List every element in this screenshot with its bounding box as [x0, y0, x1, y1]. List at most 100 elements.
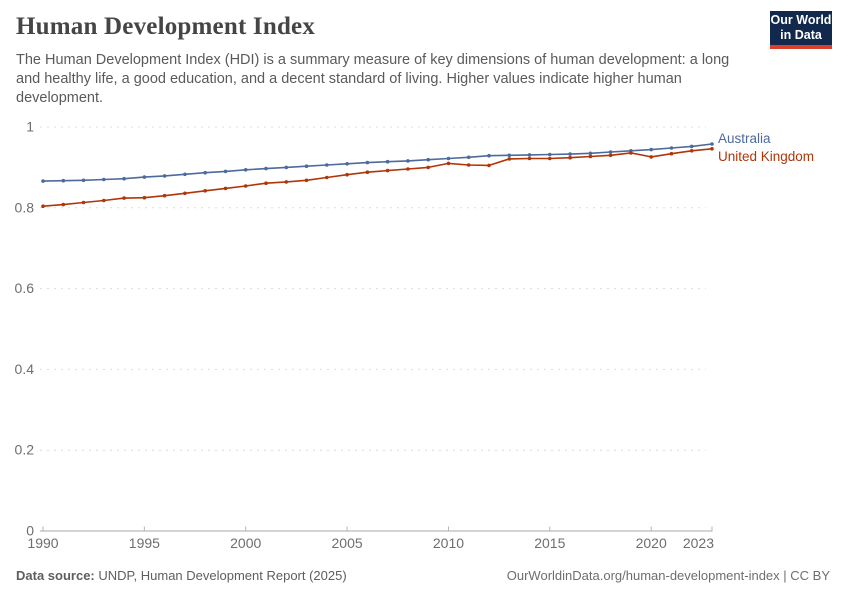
point-australia-2020[interactable]: [649, 147, 653, 152]
point-australia-2001[interactable]: [264, 166, 268, 171]
point-australia-2010[interactable]: [446, 156, 451, 161]
point-united-kingdom-2009[interactable]: [426, 165, 431, 170]
point-united-kingdom-2023[interactable]: [710, 147, 714, 151]
point-united-kingdom-2006[interactable]: [365, 170, 370, 174]
point-australia-2016[interactable]: [568, 152, 572, 156]
point-united-kingdom-2015[interactable]: [548, 156, 552, 161]
y-axis-labels: 0 0.2 0.4 0.6 0.8 1: [15, 119, 35, 539]
point-united-kingdom-2020[interactable]: [649, 155, 653, 159]
series-australia: Australia: [41, 131, 771, 183]
x-tick-label-2000: 2000: [230, 535, 261, 551]
point-australia-1997[interactable]: [183, 172, 187, 177]
markers-australia: [41, 142, 714, 183]
point-australia-2014[interactable]: [527, 153, 532, 157]
point-australia-2000[interactable]: [243, 168, 248, 172]
y-tick-label-0.2: 0.2: [15, 442, 35, 458]
point-australia-2017[interactable]: [588, 151, 593, 156]
point-australia-2005[interactable]: [345, 162, 349, 166]
point-united-kingdom-2004[interactable]: [325, 175, 329, 180]
markers-united-kingdom: [41, 147, 714, 208]
owid-logo: Our World in Data: [770, 11, 832, 49]
y-gridlines: [40, 126, 706, 451]
x-tick-label-1995: 1995: [129, 535, 160, 551]
point-australia-1996[interactable]: [162, 174, 167, 178]
page-title: Human Development Index: [16, 13, 316, 40]
point-australia-2008[interactable]: [406, 159, 410, 163]
point-united-kingdom-1991[interactable]: [61, 202, 66, 207]
point-united-kingdom-2018[interactable]: [608, 153, 613, 158]
point-australia-2021[interactable]: [669, 146, 674, 150]
legend-label-united-kingdom[interactable]: United Kingdom: [718, 149, 814, 164]
point-australia-2009[interactable]: [426, 157, 431, 162]
point-united-kingdom-2007[interactable]: [385, 168, 390, 173]
point-united-kingdom-1995[interactable]: [142, 195, 147, 200]
point-australia-2023[interactable]: [710, 142, 714, 146]
x-tick-label-2005: 2005: [332, 535, 363, 551]
x-tick-label-1990: 1990: [27, 535, 58, 551]
owid-logo-line1: Our World: [770, 13, 832, 28]
point-united-kingdom-1992[interactable]: [81, 200, 86, 205]
point-united-kingdom-1990[interactable]: [41, 204, 45, 208]
point-united-kingdom-2022[interactable]: [689, 149, 694, 153]
point-australia-2007[interactable]: [385, 159, 390, 164]
x-tick-label-2020: 2020: [636, 535, 667, 551]
point-australia-1990[interactable]: [41, 179, 45, 183]
point-united-kingdom-2019[interactable]: [629, 151, 633, 155]
point-united-kingdom-1996[interactable]: [162, 193, 167, 198]
x-tick-label-2010: 2010: [433, 535, 464, 551]
point-australia-1992[interactable]: [81, 178, 86, 183]
point-united-kingdom-2002[interactable]: [284, 180, 289, 184]
y-tick-label-0.6: 0.6: [15, 280, 35, 296]
line-united-kingdom[interactable]: [42, 148, 713, 207]
attribution-link[interactable]: OurWorldinData.org/human-development-ind…: [506, 568, 830, 583]
owid-logo-line2: in Data: [780, 28, 822, 42]
point-united-kingdom-2008[interactable]: [406, 167, 410, 171]
point-australia-2002[interactable]: [284, 165, 289, 170]
point-united-kingdom-2003[interactable]: [304, 178, 309, 183]
point-united-kingdom-2017[interactable]: [588, 154, 593, 159]
point-united-kingdom-2010[interactable]: [446, 161, 451, 166]
line-australia[interactable]: [42, 143, 713, 182]
point-united-kingdom-2011[interactable]: [466, 163, 471, 167]
point-australia-1999[interactable]: [223, 169, 228, 174]
point-australia-2006[interactable]: [365, 160, 370, 165]
x-axis: [40, 526, 713, 532]
y-tick-label-0: 0: [26, 523, 34, 539]
data-source-text: UNDP, Human Development Report (2025): [94, 568, 347, 583]
point-united-kingdom-2005[interactable]: [345, 172, 349, 177]
point-australia-2004[interactable]: [325, 163, 329, 167]
point-united-kingdom-1999[interactable]: [223, 186, 228, 191]
data-source-note: Data source: UNDP, Human Development Rep…: [16, 568, 347, 583]
point-united-kingdom-1997[interactable]: [183, 191, 187, 196]
point-australia-2015[interactable]: [548, 152, 552, 157]
y-tick-label-1: 1: [26, 119, 34, 135]
y-tick-label-0.8: 0.8: [15, 199, 35, 215]
point-australia-2012[interactable]: [487, 153, 491, 158]
point-united-kingdom-2016[interactable]: [568, 155, 572, 160]
point-australia-2018[interactable]: [608, 150, 613, 154]
point-australia-1994[interactable]: [122, 176, 126, 181]
point-australia-2011[interactable]: [466, 155, 471, 160]
point-australia-1998[interactable]: [203, 170, 207, 175]
legend-label-australia[interactable]: Australia: [718, 131, 771, 146]
series-united-kingdom: United Kingdom: [41, 147, 814, 208]
point-united-kingdom-2014[interactable]: [527, 156, 532, 161]
point-australia-1995[interactable]: [142, 175, 147, 179]
point-australia-2022[interactable]: [689, 144, 694, 149]
point-united-kingdom-2000[interactable]: [243, 184, 248, 188]
data-source-label: Data source:: [16, 568, 95, 583]
point-australia-1991[interactable]: [61, 178, 66, 183]
point-united-kingdom-1994[interactable]: [122, 196, 126, 200]
point-australia-2003[interactable]: [304, 164, 309, 168]
x-axis-labels: 1990 1995 2000 2005 2010 2015 2020 2023: [27, 535, 714, 551]
x-tick-label-2023: 2023: [683, 535, 714, 551]
point-united-kingdom-1993[interactable]: [102, 198, 106, 203]
point-australia-1993[interactable]: [102, 177, 106, 182]
point-united-kingdom-1998[interactable]: [203, 189, 207, 193]
point-united-kingdom-2001[interactable]: [264, 181, 268, 185]
point-united-kingdom-2021[interactable]: [669, 151, 674, 156]
point-australia-2013[interactable]: [507, 153, 512, 158]
point-united-kingdom-2013[interactable]: [507, 157, 512, 161]
point-united-kingdom-2012[interactable]: [487, 163, 491, 168]
